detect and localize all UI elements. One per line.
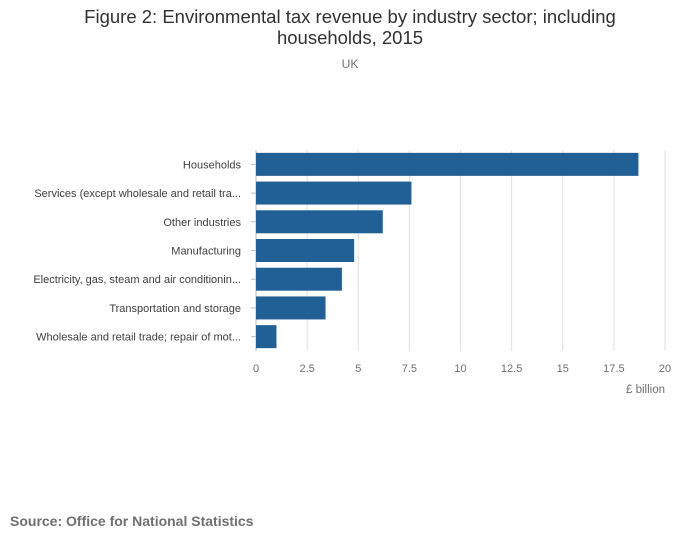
bar xyxy=(256,239,355,262)
bar xyxy=(256,267,342,291)
category-label: Wholesale and retail trade; repair of mo… xyxy=(36,332,241,344)
bar xyxy=(256,210,383,234)
chart-title: Figure 2: Environmental tax revenue by i… xyxy=(84,6,616,48)
category-label: Transportation and storage xyxy=(109,303,241,315)
category-label: Manufacturing xyxy=(171,246,241,258)
x-tick-label: 17.5 xyxy=(603,363,624,375)
source-note: Source: Office for National Statistics xyxy=(10,513,254,529)
x-tick-label: 10 xyxy=(454,363,466,375)
x-tick-label: 7.5 xyxy=(402,363,417,375)
x-tick-label: 20 xyxy=(659,363,671,375)
bar xyxy=(256,325,277,349)
x-axis-label: £ billion xyxy=(626,384,665,396)
chart-subtitle: UK xyxy=(341,57,359,71)
x-tick-label: 5 xyxy=(355,363,361,375)
category-label: Households xyxy=(183,159,242,171)
x-tick-label: 12.5 xyxy=(501,363,522,375)
x-tick-label: 15 xyxy=(557,363,569,375)
x-tick-label: 0 xyxy=(253,363,259,375)
category-label: Services (except wholesale and retail tr… xyxy=(34,188,241,200)
category-label: Electricity, gas, steam and air conditio… xyxy=(33,274,241,286)
bar xyxy=(256,181,412,205)
bar xyxy=(256,152,639,176)
category-label: Other industries xyxy=(163,217,241,229)
x-tick-label: 2.5 xyxy=(299,363,314,375)
bar xyxy=(256,296,326,320)
